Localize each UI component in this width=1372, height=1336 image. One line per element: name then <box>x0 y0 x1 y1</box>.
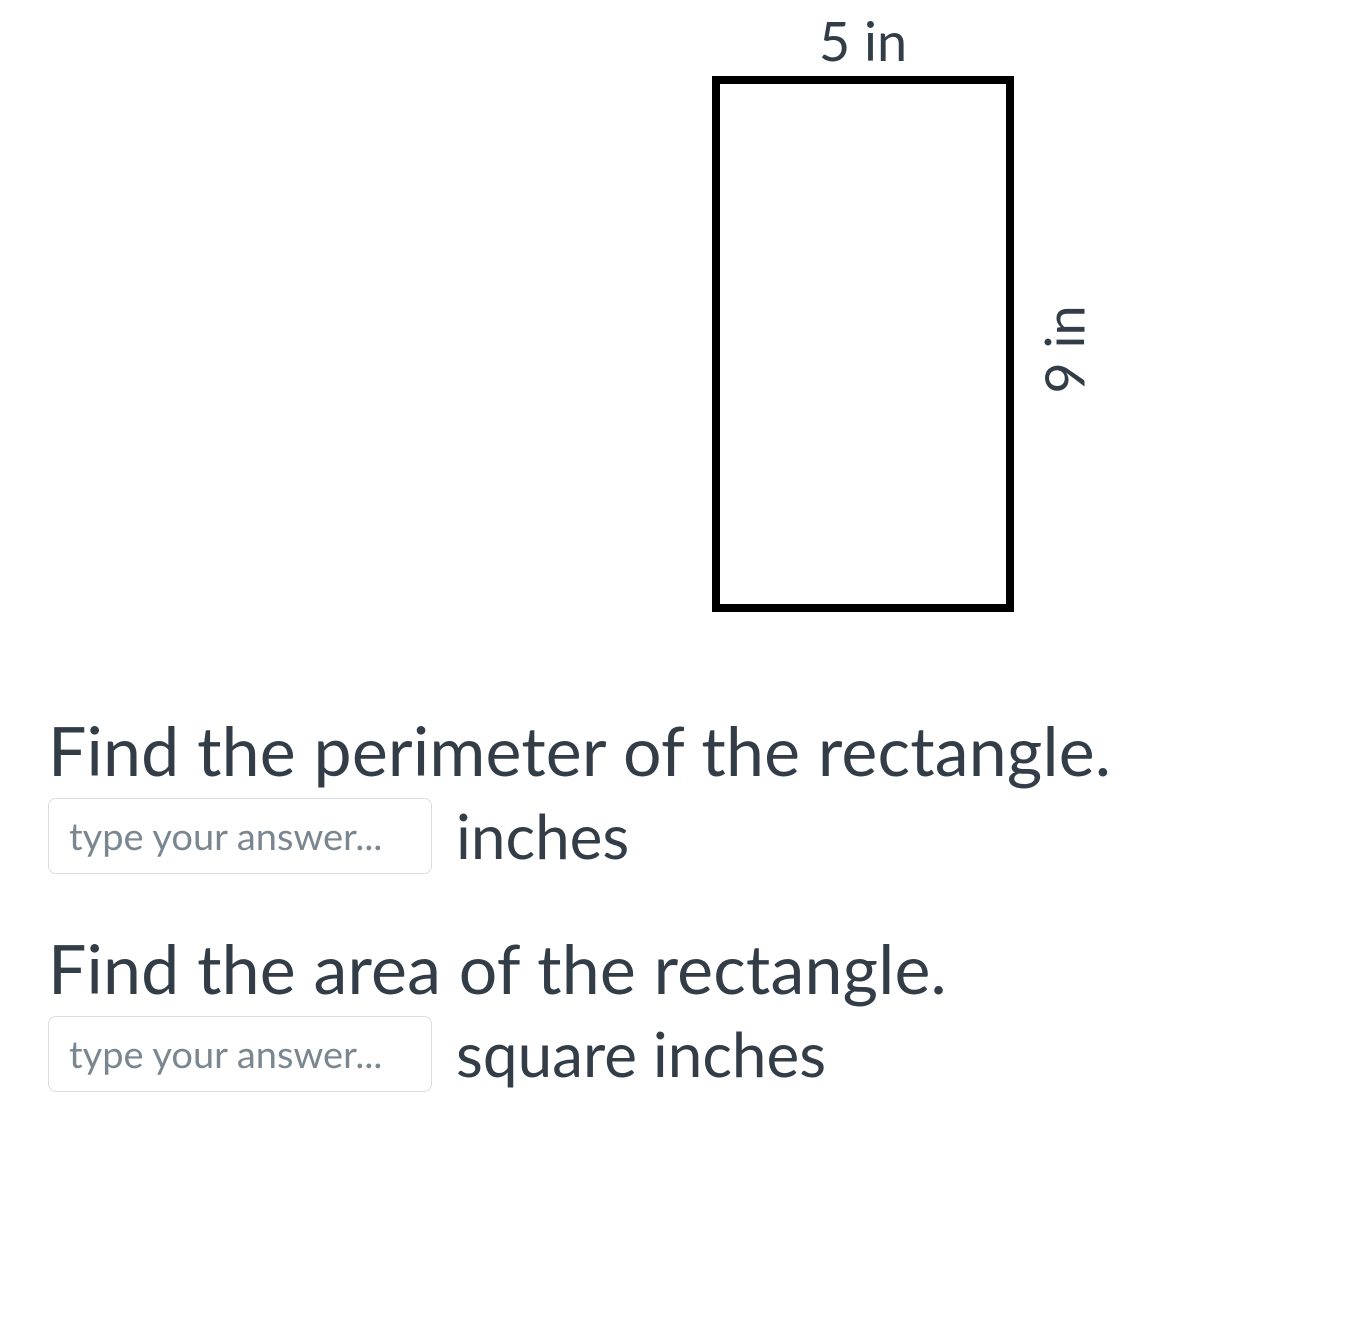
area-prompt: Find the area of the rectangle. <box>48 930 1328 1008</box>
page: 5 in 9 in Find the perimeter of the rect… <box>0 0 1372 1336</box>
area-input[interactable] <box>48 1016 432 1092</box>
height-label: 9 in <box>1032 250 1097 450</box>
perimeter-input[interactable] <box>48 798 432 874</box>
area-unit: square inches <box>456 1017 826 1091</box>
width-label: 5 in <box>712 8 1014 73</box>
questions-block: Find the perimeter of the rectangle. inc… <box>48 712 1328 1092</box>
area-answer-row: square inches <box>48 1016 1328 1092</box>
rectangle-shape <box>712 76 1014 612</box>
perimeter-unit: inches <box>456 799 629 873</box>
perimeter-answer-row: inches <box>48 798 1328 874</box>
perimeter-prompt: Find the perimeter of the rectangle. <box>48 712 1328 790</box>
